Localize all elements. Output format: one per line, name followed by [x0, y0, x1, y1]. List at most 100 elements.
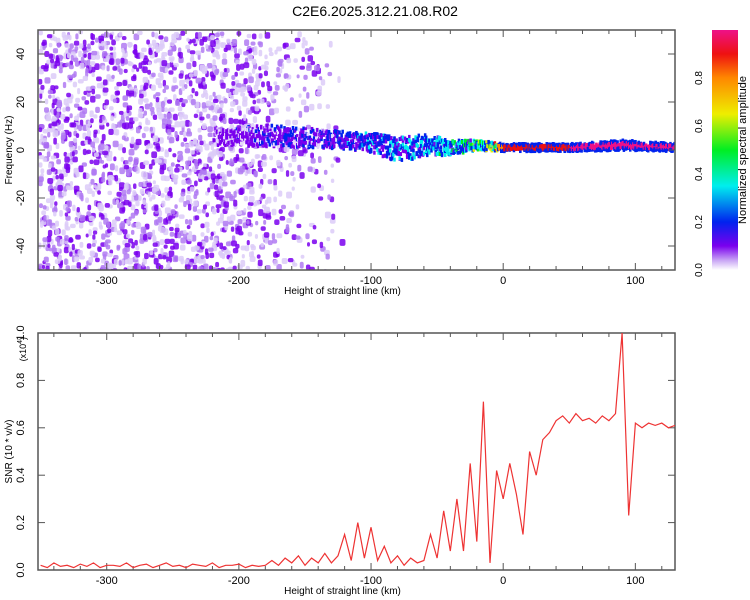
- heatmap-cell: [68, 34, 72, 41]
- heatmap-cell: [154, 204, 159, 211]
- heatmap-cell: [174, 131, 178, 138]
- heatmap-cell: [327, 71, 333, 77]
- heatmap-cell: [272, 91, 279, 96]
- heatmap-cell: [426, 153, 429, 158]
- heatmap-cell: [141, 60, 147, 66]
- heatmap-cell: [91, 88, 96, 95]
- heatmap-cell: [374, 139, 377, 144]
- heatmap-cell: [233, 46, 238, 54]
- heatmap-cell: [267, 139, 270, 144]
- heatmap-cell: [126, 188, 131, 195]
- heatmap-cell: [201, 174, 205, 180]
- heatmap-cell: [109, 249, 114, 254]
- heatmap-cell: [383, 153, 387, 158]
- heatmap-cell: [107, 252, 113, 258]
- heatmap-cell: [234, 71, 238, 77]
- heatmap-cell: [48, 163, 52, 169]
- heatmap-cell: [325, 253, 330, 260]
- heatmap-cell: [634, 139, 637, 144]
- heatmap-cell: [234, 87, 239, 95]
- heatmap-cell: [135, 126, 141, 134]
- heatmap-cell: [162, 79, 167, 87]
- heatmap-cell: [243, 114, 247, 122]
- heatmap-cell: [418, 146, 422, 151]
- heatmap-cell: [240, 259, 246, 267]
- heatmap-cell: [98, 204, 104, 212]
- heatmap-cell: [423, 133, 427, 138]
- heatmap-cell: [419, 143, 423, 148]
- heatmap-cell: [220, 42, 225, 48]
- heatmap-cell: [283, 74, 289, 79]
- heatmap-cell: [619, 139, 622, 144]
- heatmap-cell: [219, 213, 225, 220]
- heatmap-cell: [309, 129, 313, 134]
- heatmap-cell: [109, 163, 115, 171]
- heatmap-cell: [673, 145, 675, 150]
- heatmap-cell: [50, 167, 56, 172]
- heatmap-cell: [123, 164, 130, 170]
- heatmap-cell: [435, 137, 439, 142]
- heatmap-cell: [305, 124, 312, 130]
- heatmap-cell: [326, 133, 330, 138]
- heatmap-cell: [53, 211, 57, 217]
- heatmap-cell: [142, 199, 146, 206]
- heatmap-cell: [153, 94, 157, 99]
- heatmap-cell: [367, 145, 371, 150]
- heatmap-cell: [380, 133, 384, 138]
- heatmap-cell: [268, 142, 271, 147]
- heatmap-cell: [524, 146, 527, 151]
- heatmap-cell: [244, 127, 247, 132]
- heatmap-cell: [310, 60, 316, 66]
- heatmap-cell: [252, 99, 257, 105]
- heatmap-cell: [48, 42, 53, 48]
- heatmap-cell: [133, 33, 140, 41]
- heatmap-cell: [118, 110, 124, 115]
- heatmap-cell: [108, 179, 113, 186]
- heatmap-cell: [247, 205, 252, 210]
- heatmap-cell: [340, 135, 343, 140]
- heatmap-cell: [244, 245, 250, 252]
- heatmap-cell: [197, 127, 202, 133]
- heatmap-cell: [182, 229, 187, 235]
- heatmap-cell: [400, 157, 404, 162]
- heatmap-cell: [217, 163, 222, 170]
- heatmap-cell: [207, 126, 213, 133]
- heatmap-cell: [284, 155, 289, 161]
- heatmap-cell: [276, 247, 280, 255]
- heatmap-cell: [274, 219, 280, 225]
- heatmap-cell: [191, 38, 196, 44]
- heatmap-cell: [277, 138, 281, 143]
- heatmap-cell: [320, 134, 323, 139]
- heatmap-cell: [102, 150, 109, 156]
- heatmap-cell: [412, 152, 415, 157]
- heatmap-cell: [290, 136, 294, 141]
- heatmap-cell: [65, 106, 71, 112]
- heatmap-cell: [276, 144, 280, 150]
- heatmap-cell: [433, 141, 436, 146]
- heatmap-cell: [117, 143, 123, 151]
- heatmap-cell: [72, 204, 76, 212]
- heatmap-cell: [74, 46, 79, 51]
- heatmap-cell: [287, 136, 291, 141]
- heatmap-cell: [335, 157, 341, 163]
- heatmap-cell: [192, 264, 198, 270]
- heatmap-cell: [119, 167, 125, 175]
- heatmap-cell: [347, 133, 351, 138]
- heatmap-cell: [237, 218, 243, 225]
- heatmap-cell: [91, 168, 97, 175]
- heatmap-cell: [128, 156, 133, 162]
- heatmap-cell: [256, 254, 261, 259]
- heatmap-cell: [72, 137, 78, 143]
- heatmap-cell: [38, 176, 44, 182]
- heatmap-cell: [113, 156, 117, 162]
- heatmap-cell: [207, 187, 211, 193]
- heatmap-cell: [414, 137, 417, 142]
- heatmap-cell: [40, 133, 44, 141]
- heatmap-cell: [320, 79, 326, 86]
- heatmap-cell: [333, 125, 339, 131]
- heatmap-cell: [229, 195, 235, 202]
- heatmap-cell: [216, 208, 220, 213]
- heatmap-cell: [138, 98, 143, 105]
- heatmap-cell: [235, 227, 240, 235]
- heatmap-cell: [330, 178, 335, 184]
